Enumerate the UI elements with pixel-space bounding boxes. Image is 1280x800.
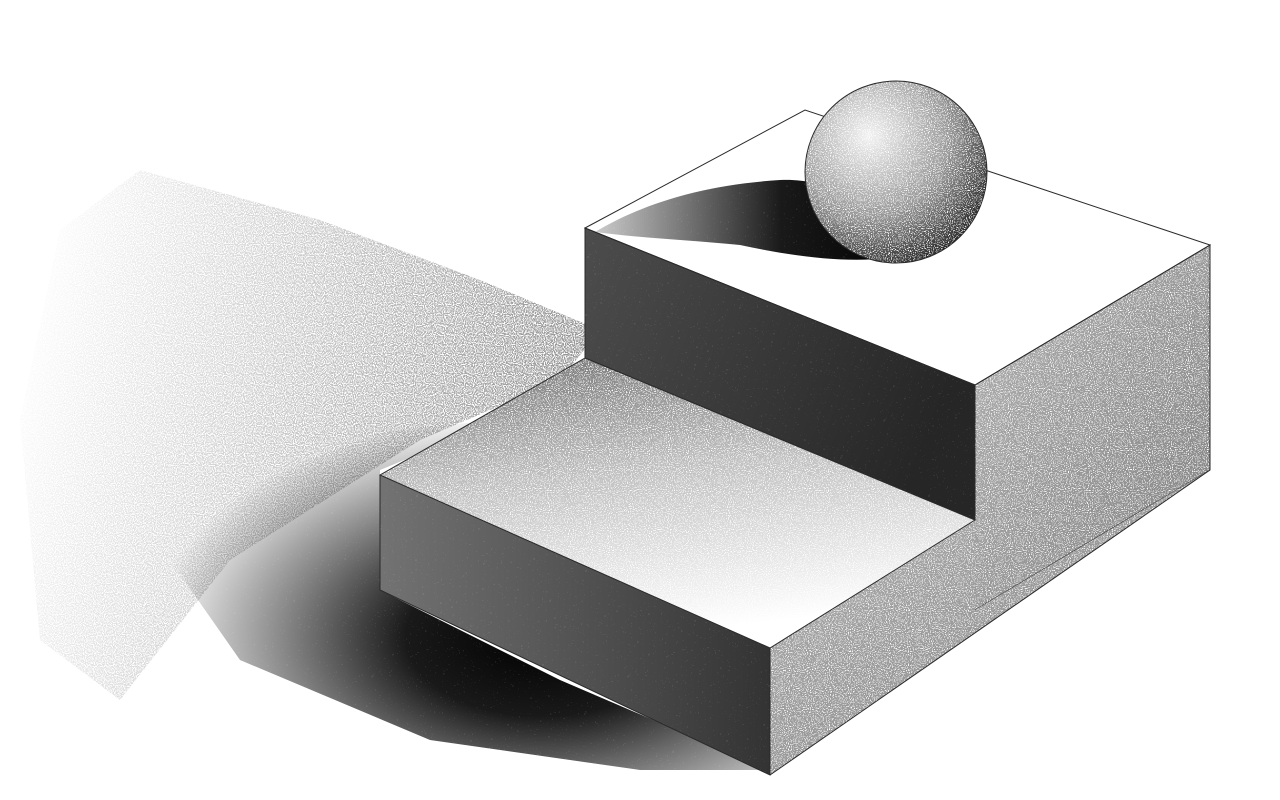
sphere — [804, 80, 988, 264]
lower-step — [378, 357, 1211, 776]
upper-step — [583, 109, 1212, 611]
cast-shadow — [170, 420, 770, 770]
cast-shadow-halo — [20, 170, 600, 700]
